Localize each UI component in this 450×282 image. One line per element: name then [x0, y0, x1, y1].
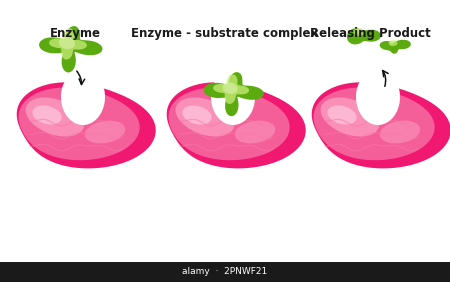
Polygon shape [223, 82, 238, 94]
Polygon shape [314, 87, 435, 160]
Polygon shape [321, 98, 379, 136]
Text: alamy  ·  2PNWF21: alamy · 2PNWF21 [182, 268, 268, 276]
Text: Enzyme - substrate complex: Enzyme - substrate complex [131, 28, 319, 41]
Polygon shape [32, 105, 62, 125]
Polygon shape [169, 87, 290, 160]
Polygon shape [17, 82, 156, 168]
Polygon shape [211, 69, 255, 125]
Polygon shape [59, 37, 75, 49]
Polygon shape [26, 98, 84, 136]
Polygon shape [356, 69, 400, 125]
Polygon shape [390, 40, 394, 44]
Polygon shape [327, 105, 357, 125]
Text: Releasing Product: Releasing Product [310, 28, 430, 41]
Polygon shape [18, 87, 140, 160]
Polygon shape [61, 69, 105, 125]
Polygon shape [235, 121, 275, 144]
Polygon shape [85, 121, 125, 144]
Bar [0, 262, 450, 282]
Polygon shape [213, 74, 249, 104]
Text: Enzyme: Enzyme [50, 28, 100, 41]
Polygon shape [182, 105, 211, 125]
Polygon shape [388, 40, 397, 46]
Polygon shape [49, 28, 87, 60]
Polygon shape [204, 72, 264, 116]
Polygon shape [356, 29, 361, 33]
Polygon shape [347, 28, 381, 44]
Polygon shape [166, 82, 306, 168]
Polygon shape [39, 26, 103, 72]
Polygon shape [380, 121, 420, 144]
Polygon shape [354, 28, 364, 36]
Polygon shape [380, 40, 411, 54]
Polygon shape [176, 98, 234, 136]
Polygon shape [312, 82, 450, 168]
